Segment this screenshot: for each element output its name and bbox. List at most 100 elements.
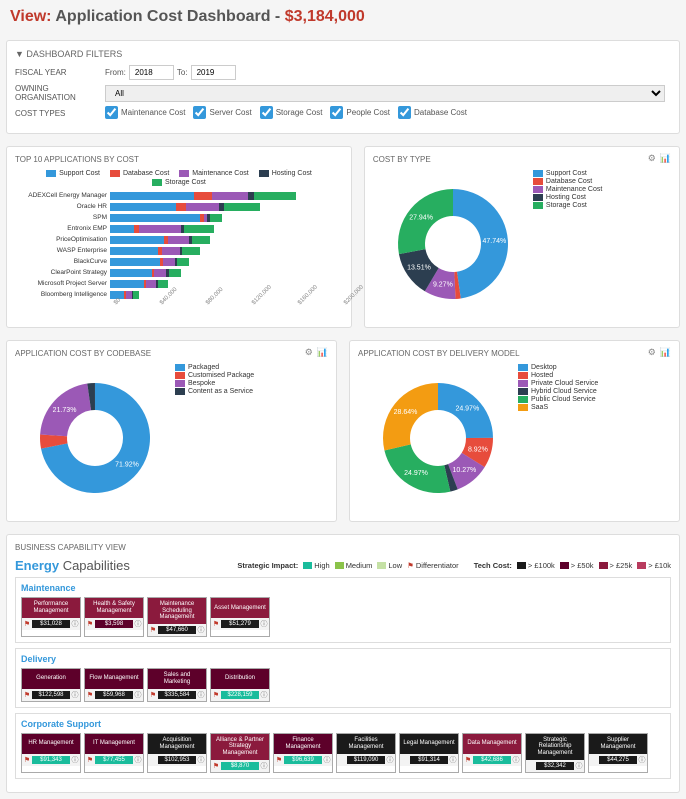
bcv-subtitle: Energy Capabilities xyxy=(15,558,130,573)
delivery-donut: 24.97%8.92%10.27%24.97%28.64% xyxy=(358,363,518,513)
info-icon[interactable]: ⓘ xyxy=(134,690,142,700)
differentiator-icon: ⚑ xyxy=(23,691,31,699)
differentiator-icon: ⚑ xyxy=(275,756,283,764)
chart-icon[interactable]: 📊 xyxy=(660,153,671,163)
capability-tile[interactable]: Alliance & Partner Strategy Management⚑$… xyxy=(210,733,270,773)
codebase-title: APPLICATION COST BY CODEBASE xyxy=(15,349,328,358)
differentiator-icon: ⚑ xyxy=(86,691,94,699)
info-icon[interactable]: ⓘ xyxy=(323,755,331,765)
cost-type-checkbox[interactable] xyxy=(193,106,206,119)
fiscal-year-row: FISCAL YEAR From: To: xyxy=(15,65,671,80)
capability-group: Maintenance Performance Management⚑$31,02… xyxy=(15,577,671,643)
svg-text:10.27%: 10.27% xyxy=(453,467,477,474)
info-icon[interactable]: ⓘ xyxy=(449,755,457,765)
cost-types-row: COST TYPES Maintenance CostServer CostSt… xyxy=(15,106,671,121)
page-title: Application Cost Dashboard xyxy=(55,8,270,25)
info-icon[interactable]: ⓘ xyxy=(197,755,205,765)
capability-tile[interactable]: Asset Management⚑$51,279ⓘ xyxy=(210,597,270,637)
capability-tile[interactable]: Data Management⚑$42,686ⓘ xyxy=(462,733,522,773)
capability-tile[interactable]: Generation⚑$122,598ⓘ xyxy=(21,668,81,702)
capability-tile[interactable]: Acquisition Management$102,953ⓘ xyxy=(147,733,207,773)
differentiator-icon: ⚑ xyxy=(212,620,220,628)
owning-org-select[interactable]: All xyxy=(105,85,665,102)
info-icon[interactable]: ⓘ xyxy=(386,755,394,765)
capability-tile[interactable]: Finance Management⚑$96,639ⓘ xyxy=(273,733,333,773)
info-icon[interactable]: ⓘ xyxy=(260,619,268,629)
capability-tile[interactable]: Strategic Relationship Management$32,342… xyxy=(525,733,585,773)
info-icon[interactable]: ⓘ xyxy=(71,755,79,765)
top10-legend: Support CostDatabase CostMaintenance Cos… xyxy=(15,169,343,187)
capability-tile[interactable]: Facilities Management$119,090ⓘ xyxy=(336,733,396,773)
cost-by-type-panel: COST BY TYPE ⚙📊 47.74%9.27%13.51%27.94% … xyxy=(364,146,680,328)
page-header: View: Application Cost Dashboard - $3,18… xyxy=(0,0,686,34)
info-icon[interactable]: ⓘ xyxy=(134,755,142,765)
fiscal-year-from-input[interactable] xyxy=(129,65,174,80)
filters-title[interactable]: ▼ DASHBOARD FILTERS xyxy=(15,49,671,59)
info-icon[interactable]: ⓘ xyxy=(197,690,205,700)
bcv-title: BUSINESS CAPABILITY VIEW xyxy=(15,543,671,552)
codebase-legend: PackagedCustomised PackageBespokeContent… xyxy=(175,363,254,513)
cost-type-checkbox[interactable] xyxy=(260,106,273,119)
info-icon[interactable]: ⓘ xyxy=(575,761,583,771)
delivery-title: APPLICATION COST BY DELIVERY MODEL xyxy=(358,349,671,358)
capability-tile[interactable]: Supplier Management$44,275ⓘ xyxy=(588,733,648,773)
bcv-legend: Strategic Impact:HighMediumLow⚑Different… xyxy=(237,561,671,570)
differentiator-icon: ⚑ xyxy=(86,756,94,764)
info-icon[interactable]: ⓘ xyxy=(197,625,205,635)
chart-icon[interactable]: 📊 xyxy=(660,347,671,357)
top10-title: TOP 10 APPLICATIONS BY COST xyxy=(15,155,343,164)
config-icon[interactable]: ⚙ xyxy=(648,153,656,163)
bcv-groups: Maintenance Performance Management⚑$31,02… xyxy=(15,577,671,779)
capability-tile[interactable]: Health & Safety Management⚑$3,598ⓘ xyxy=(84,597,144,637)
differentiator-icon: ⚑ xyxy=(464,756,472,764)
svg-text:27.94%: 27.94% xyxy=(409,214,433,221)
cost-type-checkbox[interactable] xyxy=(398,106,411,119)
capability-tile[interactable]: Flow Management⚑$59,968ⓘ xyxy=(84,668,144,702)
cost-type-checkbox[interactable] xyxy=(105,106,118,119)
chart-icon[interactable]: 📊 xyxy=(317,347,328,357)
chart-tools: ⚙📊 xyxy=(644,153,671,164)
codebase-donut: 71.92%21.73% xyxy=(15,363,175,513)
svg-text:47.74%: 47.74% xyxy=(482,238,506,245)
cost-type-checkbox[interactable] xyxy=(330,106,343,119)
svg-text:8.92%: 8.92% xyxy=(468,446,488,453)
svg-text:13.51%: 13.51% xyxy=(407,265,431,272)
capability-tile[interactable]: IT Management⚑$77,455ⓘ xyxy=(84,733,144,773)
info-icon[interactable]: ⓘ xyxy=(260,690,268,700)
capability-tile[interactable]: Sales and Marketing⚑$335,584ⓘ xyxy=(147,668,207,702)
group-title: Maintenance xyxy=(21,583,665,593)
info-icon[interactable]: ⓘ xyxy=(71,690,79,700)
view-label: View: xyxy=(10,8,52,25)
capability-group: Corporate Support HR Management⚑$91,343ⓘI… xyxy=(15,713,671,779)
capability-tile[interactable]: Maintenance Scheduling Management⚑$47,66… xyxy=(147,597,207,637)
svg-text:28.64%: 28.64% xyxy=(394,409,418,416)
top10-chart-panel: TOP 10 APPLICATIONS BY COST Support Cost… xyxy=(6,146,352,328)
delivery-legend: DesktopHostedPrivate Cloud ServiceHybrid… xyxy=(518,363,598,513)
differentiator-icon: ⚑ xyxy=(23,756,31,764)
cost-by-codebase-panel: APPLICATION COST BY CODEBASE ⚙📊 71.92%21… xyxy=(6,340,337,522)
differentiator-icon: ⚑ xyxy=(149,691,157,699)
svg-text:24.97%: 24.97% xyxy=(404,470,428,477)
info-icon[interactable]: ⓘ xyxy=(71,619,79,629)
config-icon[interactable]: ⚙ xyxy=(305,347,313,357)
config-icon[interactable]: ⚙ xyxy=(648,347,656,357)
capability-tile[interactable]: HR Management⚑$91,343ⓘ xyxy=(21,733,81,773)
capability-group: Delivery Generation⚑$122,598ⓘFlow Managem… xyxy=(15,648,671,708)
capability-tile[interactable]: Performance Management⚑$31,028ⓘ xyxy=(21,597,81,637)
info-icon[interactable]: ⓘ xyxy=(638,755,646,765)
cost-by-type-title: COST BY TYPE xyxy=(373,155,671,164)
group-title: Delivery xyxy=(21,654,665,664)
capability-tile[interactable]: Distribution⚑$228,159ⓘ xyxy=(210,668,270,702)
chart-tools: ⚙📊 xyxy=(644,347,671,358)
fiscal-year-to-input[interactable] xyxy=(191,65,236,80)
differentiator-icon: ⚑ xyxy=(149,626,157,634)
info-icon[interactable]: ⓘ xyxy=(260,761,268,771)
chart-tools: ⚙📊 xyxy=(301,347,328,358)
group-title: Corporate Support xyxy=(21,719,665,729)
svg-text:71.92%: 71.92% xyxy=(115,461,139,468)
differentiator-icon: ⚑ xyxy=(23,620,31,628)
capability-tile[interactable]: Legal Management$91,314ⓘ xyxy=(399,733,459,773)
total-amount: $3,184,000 xyxy=(285,8,365,25)
info-icon[interactable]: ⓘ xyxy=(512,755,520,765)
info-icon[interactable]: ⓘ xyxy=(134,619,142,629)
